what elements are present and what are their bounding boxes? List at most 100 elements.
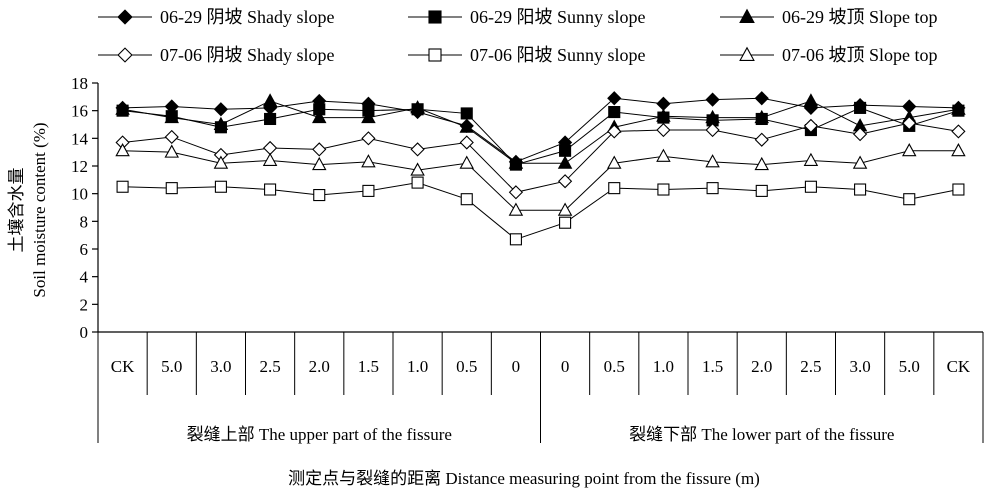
data-point [361, 131, 376, 146]
legend-marker [117, 9, 133, 25]
data-point [705, 109, 720, 124]
x-tick-label: 1.0 [407, 357, 428, 376]
data-point [508, 202, 524, 216]
x-tick-label: 5.0 [899, 357, 920, 376]
y-tick-label: 14 [71, 129, 89, 148]
data-point [361, 109, 376, 124]
data-point [852, 127, 868, 142]
legend-label: 06-29 阳坡 Sunny slope [470, 7, 646, 27]
data-point [559, 144, 572, 157]
data-point [311, 156, 327, 171]
data-point [264, 183, 277, 196]
data-point [459, 135, 474, 150]
legend-marker [739, 8, 755, 23]
data-point [214, 180, 227, 193]
data-point [164, 109, 180, 124]
data-point [557, 155, 573, 169]
legend-entry: 07-06 阳坡 Sunny slope [408, 45, 646, 65]
data-point [460, 193, 473, 206]
data-point [951, 143, 966, 157]
data-point [311, 109, 327, 124]
data-point [754, 109, 770, 124]
legend-marker [739, 46, 755, 61]
data-point [901, 143, 917, 157]
x-tick-label: 1.5 [358, 357, 379, 376]
legend: 06-29 阴坡 Shady slope 06-29 阳坡 Sunny slope… [98, 7, 938, 65]
y-tick-label: 2 [80, 295, 89, 314]
y-tick-label: 0 [80, 323, 89, 342]
legend-label: 06-29 坡顶 Slope top [782, 7, 938, 27]
data-point [460, 107, 473, 120]
data-point [410, 162, 425, 176]
data-point [754, 91, 769, 106]
y-tick-label: 10 [71, 185, 88, 204]
data-point [656, 148, 671, 162]
x-tick-label: 0.5 [604, 357, 625, 376]
x-tick-label: 2.5 [259, 357, 280, 376]
data-point [559, 216, 572, 229]
x-tick-label: 2.0 [309, 357, 330, 376]
data-point [804, 180, 817, 193]
series-6 [115, 143, 966, 216]
data-point [116, 180, 129, 193]
data-point [656, 108, 671, 122]
data-point [459, 155, 475, 169]
data-point [803, 118, 819, 133]
data-point [951, 124, 966, 139]
axes: 0 2 4 6 8 10 12 14 16 18 CK 5.0 3.0 2.5 2.0 1.5 1.0 0.5 0 0… [71, 74, 984, 444]
data-point [509, 233, 522, 246]
data-point [264, 112, 277, 126]
data-point [557, 202, 573, 216]
series-line [122, 150, 959, 211]
legend-marker [428, 10, 442, 24]
data-point [459, 119, 475, 133]
data-point [115, 143, 130, 157]
x-tick-label: 0.5 [456, 357, 477, 376]
data-point [361, 154, 376, 168]
data-point [903, 193, 916, 206]
data-point [755, 184, 768, 197]
series-layer [115, 91, 966, 246]
x-tick-label: 0 [561, 357, 570, 376]
x-tick-label: 2.5 [800, 357, 821, 376]
series-2 [116, 101, 965, 171]
legend-label: 07-06 坡顶 Slope top [782, 45, 938, 65]
series-line [122, 107, 959, 166]
legend-entry: 06-29 阴坡 Shady slope [98, 7, 335, 27]
x-axis-label: 测定点与裂缝的距离 Distance measuring point from … [288, 469, 760, 488]
data-point [410, 100, 425, 114]
data-point [164, 129, 179, 145]
data-point [508, 185, 524, 200]
legend-entry: 06-29 坡顶 Slope top [720, 7, 938, 27]
data-point [313, 189, 326, 202]
y-tick-label: 12 [71, 157, 88, 176]
y-tick-label: 6 [80, 240, 89, 259]
data-point [262, 140, 278, 156]
legend-label: 07-06 阴坡 Shady slope [160, 45, 335, 65]
data-point [608, 182, 621, 195]
data-point [657, 183, 670, 196]
series-line [122, 182, 959, 240]
series-3 [115, 93, 966, 169]
y-axis-label-chinese: 土壤含水量 [6, 168, 26, 253]
data-point [607, 91, 622, 106]
data-point [705, 92, 720, 107]
series-line [122, 122, 959, 193]
data-point [411, 176, 424, 189]
y-tick-label: 8 [80, 212, 89, 231]
data-point [262, 93, 278, 107]
data-point [606, 155, 622, 169]
y-tick-label: 4 [80, 268, 89, 287]
data-point [952, 183, 965, 196]
data-point [852, 155, 868, 169]
data-point [656, 96, 671, 111]
x-tick-label: CK [111, 357, 135, 376]
y-tick-label: 18 [71, 74, 88, 93]
x-tick-label: 3.0 [210, 357, 231, 376]
x-tick-label: 2.0 [751, 357, 772, 376]
x-tick-label: 1.0 [653, 357, 674, 376]
data-point [312, 142, 327, 157]
data-point [705, 122, 720, 138]
